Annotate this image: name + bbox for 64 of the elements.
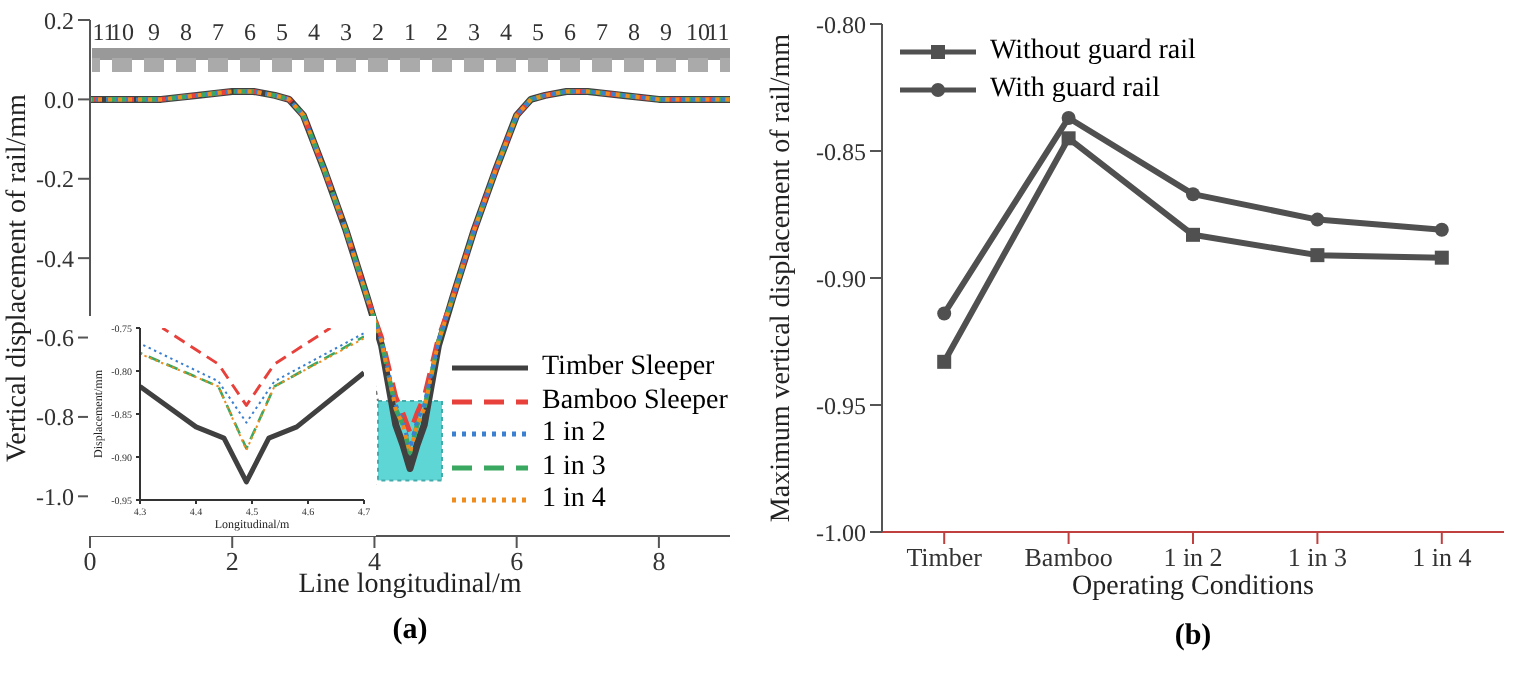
annotation: 4 bbox=[308, 18, 320, 46]
text: (b) bbox=[1172, 620, 1214, 654]
point bbox=[937, 306, 952, 321]
annotation: 5 bbox=[532, 18, 544, 46]
legend-label: Without guard rail bbox=[990, 34, 1196, 70]
annotation: 11 bbox=[706, 18, 730, 46]
point bbox=[1186, 187, 1200, 202]
annotation: 11 bbox=[92, 18, 116, 46]
annotation: 1 bbox=[404, 18, 416, 46]
point bbox=[937, 354, 952, 369]
y-tick-label: -1.00 bbox=[816, 518, 866, 547]
annotation: 8 bbox=[180, 18, 192, 46]
x-axis-title: Operating Conditions bbox=[1072, 572, 1314, 602]
point bbox=[1186, 227, 1200, 242]
line-series bbox=[140, 370, 364, 485]
point bbox=[1434, 250, 1449, 265]
x-tick-label: 1 in 2 bbox=[1163, 542, 1223, 573]
annotation: 9 bbox=[148, 18, 160, 46]
line-series bbox=[140, 332, 364, 424]
y-axis-title: Vertical displacement of rail/mm bbox=[3, 93, 33, 462]
annotation: 2 bbox=[436, 18, 448, 46]
point bbox=[1310, 248, 1325, 263]
y-tick-label: -0.90 bbox=[816, 264, 866, 293]
y-tick-label: -1.0 bbox=[36, 482, 74, 511]
legend-label: Bamboo Sleeper bbox=[542, 385, 728, 418]
legend-label: With guard rail bbox=[990, 72, 1160, 108]
x-tick-label: 1 in 3 bbox=[1287, 542, 1348, 573]
legend-label: Timber Sleeper bbox=[542, 352, 715, 385]
annotation: 6 bbox=[244, 18, 256, 46]
legend-label: 1 in 3 bbox=[542, 451, 606, 484]
y-axis-title: Maximum vertical displacement of rail/mm bbox=[767, 33, 797, 523]
annotation: 5 bbox=[276, 18, 288, 46]
y-tick-label: -0.80 bbox=[816, 10, 866, 39]
y-tick-label: -0.85 bbox=[816, 137, 866, 166]
point bbox=[1310, 212, 1325, 227]
annotation: 4 bbox=[500, 18, 512, 46]
x-tick-label: Timber bbox=[906, 542, 984, 573]
annotation: 7 bbox=[212, 18, 224, 46]
y-tick-label: -0.2 bbox=[36, 165, 74, 194]
annotation: 3 bbox=[468, 18, 480, 46]
text: (a) bbox=[390, 614, 430, 648]
annotation: 10 bbox=[110, 18, 134, 46]
point bbox=[1061, 131, 1076, 146]
x-tick-label: 1 in 4 bbox=[1412, 542, 1473, 573]
legend-label: 1 in 2 bbox=[542, 418, 606, 451]
point bbox=[1434, 222, 1449, 237]
annotation: 10 bbox=[686, 18, 710, 46]
y-tick-label: -0.6 bbox=[36, 324, 74, 353]
x-tick-label: Bamboo bbox=[1024, 542, 1113, 573]
x-tick-label: 8 bbox=[652, 546, 666, 577]
x-tick-label: 0 bbox=[83, 546, 97, 577]
y-tick-label: -0.95 bbox=[816, 391, 866, 420]
annotation: 9 bbox=[660, 18, 672, 46]
annotation: 2 bbox=[372, 18, 384, 46]
point bbox=[1061, 110, 1076, 125]
annotation: 7 bbox=[596, 18, 608, 46]
y-tick-label: -0.8 bbox=[36, 403, 74, 432]
y-tick-label: 0.2 bbox=[44, 6, 74, 35]
annotation: 8 bbox=[628, 18, 640, 46]
annotation: 6 bbox=[564, 18, 576, 46]
y-tick-label: -0.4 bbox=[36, 244, 74, 273]
annotation: 3 bbox=[340, 18, 352, 46]
x-tick-label: 2 bbox=[225, 546, 239, 577]
y-tick-label: 0.0 bbox=[44, 85, 74, 114]
